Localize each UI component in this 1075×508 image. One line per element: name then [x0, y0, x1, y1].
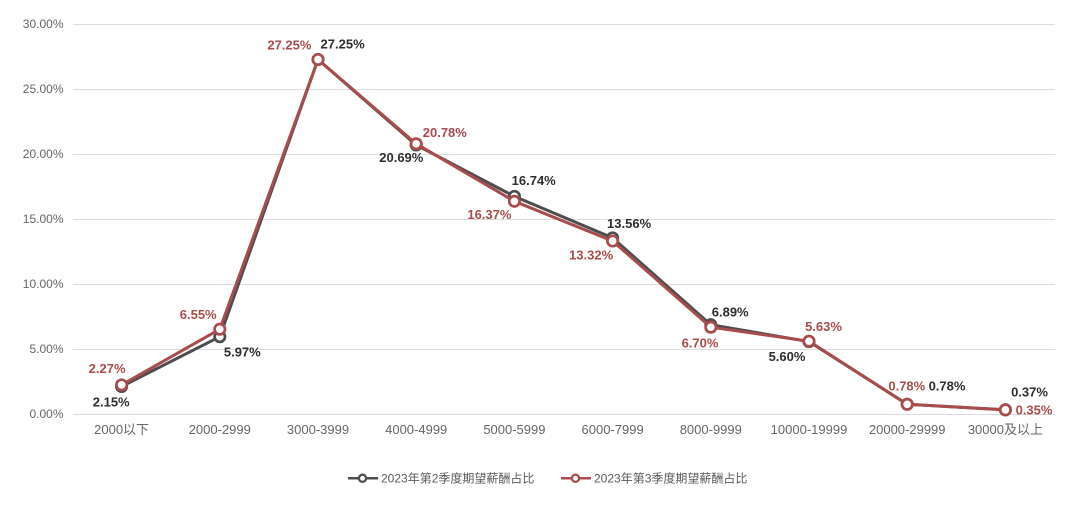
svg-text:6000-7999: 6000-7999	[582, 422, 644, 437]
svg-text:5.60%: 5.60%	[769, 349, 806, 364]
svg-text:2.15%: 2.15%	[93, 395, 130, 410]
svg-text:0.37%: 0.37%	[1011, 385, 1048, 400]
svg-text:2000-2999: 2000-2999	[189, 422, 251, 437]
svg-text:5.63%: 5.63%	[805, 319, 842, 334]
svg-text:0.78%: 0.78%	[929, 379, 966, 394]
svg-text:5000-5999: 5000-5999	[483, 422, 545, 437]
svg-text:5.97%: 5.97%	[224, 345, 261, 360]
svg-text:16.37%: 16.37%	[467, 207, 512, 222]
svg-text:10000-19999: 10000-19999	[771, 422, 848, 437]
svg-text:20000-29999: 20000-29999	[869, 422, 946, 437]
svg-text:2023年第2季度期望薪酬占比: 2023年第2季度期望薪酬占比	[381, 471, 534, 486]
svg-text:3000-3999: 3000-3999	[287, 422, 349, 437]
svg-text:27.25%: 27.25%	[267, 37, 312, 52]
svg-text:6.55%: 6.55%	[180, 307, 217, 322]
svg-text:20.78%: 20.78%	[423, 125, 468, 140]
svg-text:13.32%: 13.32%	[569, 247, 614, 262]
svg-text:4000-4999: 4000-4999	[385, 422, 447, 437]
svg-text:0.35%: 0.35%	[1016, 403, 1053, 418]
svg-text:0.78%: 0.78%	[888, 379, 925, 394]
svg-text:0.00%: 0.00%	[29, 407, 63, 421]
svg-text:10.00%: 10.00%	[23, 277, 64, 291]
svg-text:2000以下: 2000以下	[94, 422, 149, 437]
svg-text:30.00%: 30.00%	[23, 17, 64, 31]
svg-text:2.27%: 2.27%	[89, 361, 126, 376]
svg-text:8000-9999: 8000-9999	[680, 422, 742, 437]
svg-text:13.56%: 13.56%	[607, 216, 652, 231]
svg-text:5.00%: 5.00%	[29, 342, 63, 356]
svg-text:25.00%: 25.00%	[23, 82, 64, 96]
svg-text:6.89%: 6.89%	[712, 305, 749, 320]
svg-text:16.74%: 16.74%	[512, 173, 557, 188]
svg-text:2023年第3季度期望薪酬占比: 2023年第3季度期望薪酬占比	[594, 471, 747, 486]
svg-text:20.69%: 20.69%	[379, 150, 424, 165]
svg-text:15.00%: 15.00%	[23, 212, 64, 226]
svg-text:30000及以上: 30000及以上	[968, 422, 1043, 437]
svg-text:20.00%: 20.00%	[23, 147, 64, 161]
svg-text:27.25%: 27.25%	[321, 36, 366, 51]
svg-text:6.70%: 6.70%	[682, 336, 719, 351]
